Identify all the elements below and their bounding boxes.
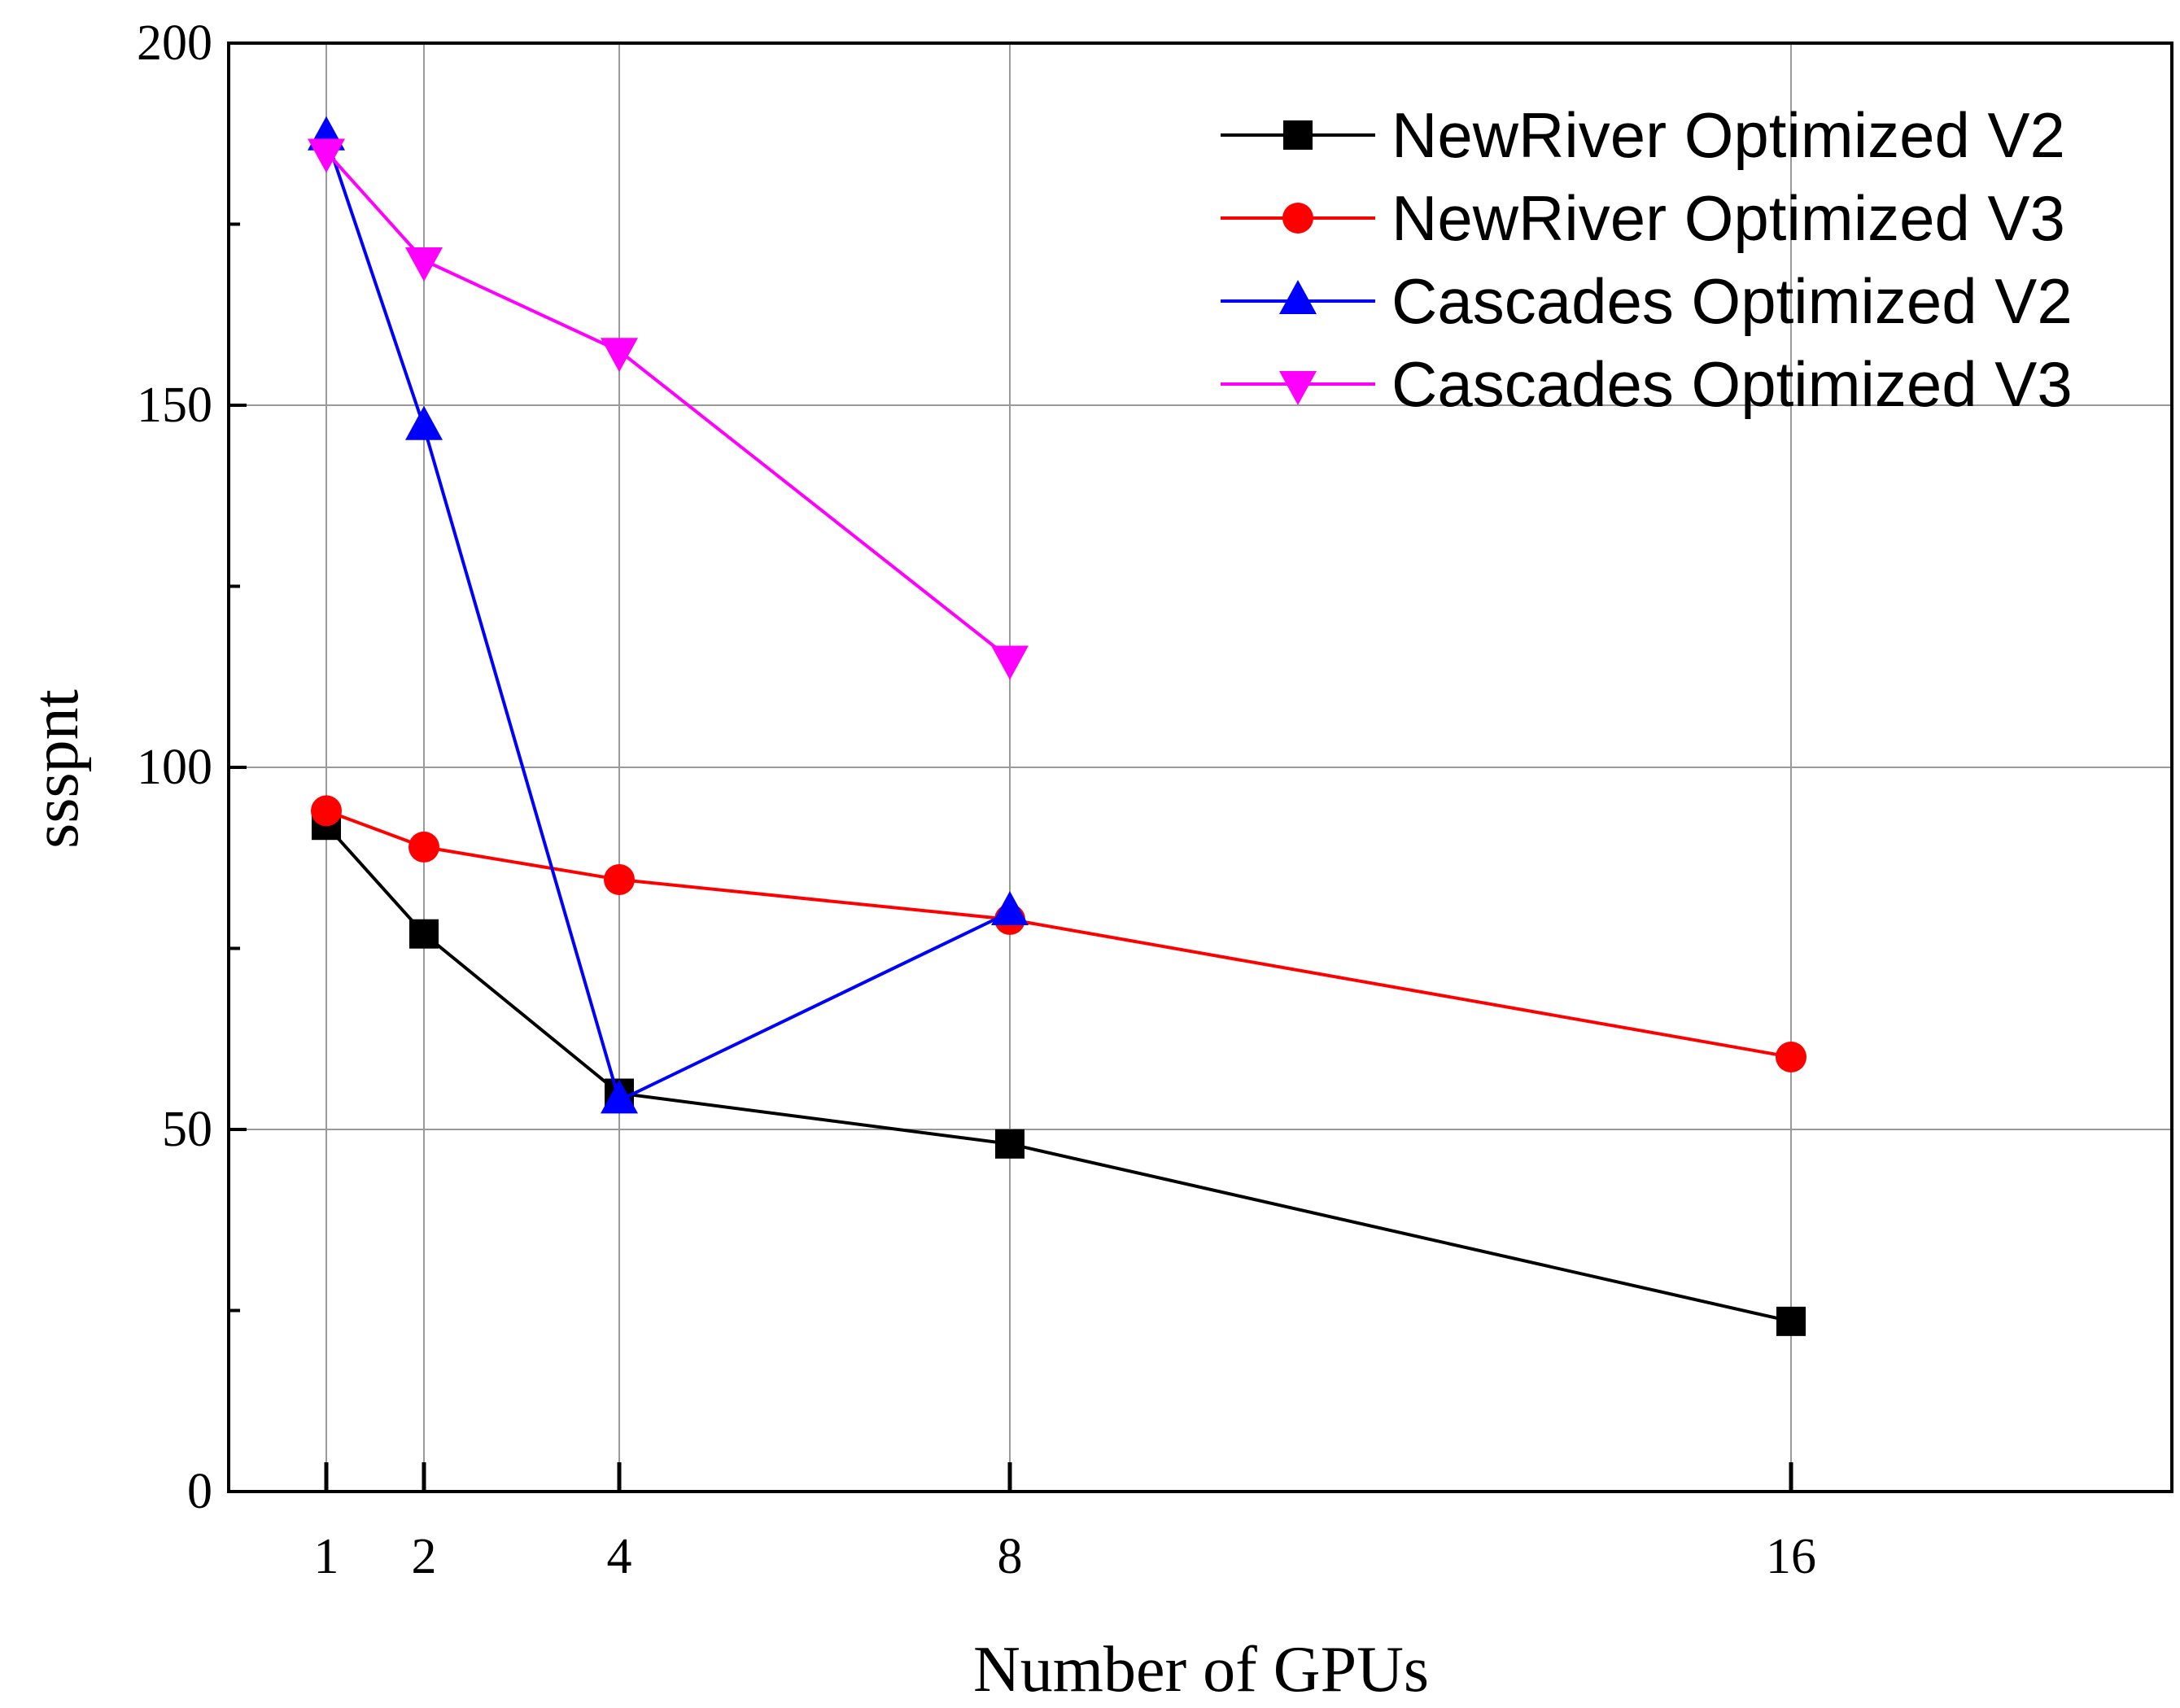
grid-lines [229,43,2172,1492]
series-line-3 [325,151,1011,661]
legend-label-3: Cascades Optimized V3 [1391,348,2073,420]
legend-item-3: Cascades Optimized V3 [1221,348,2073,420]
series-line-2 [325,137,1011,1103]
x-tick-label-4: 4 [607,1529,632,1584]
legend-marker-0 [1283,120,1313,150]
data-point-0-3 [995,1129,1024,1159]
data-point-3-3 [991,645,1029,680]
legend-item-0: NewRiver Optimized V2 [1221,99,2065,171]
data-point-2-3 [991,891,1029,925]
legend-marker-3 [1279,371,1317,405]
y-tick-label-50: 50 [162,1102,212,1157]
series-newriver-optimized-v3 [311,795,1806,1072]
y-tick-label-0: 0 [187,1464,212,1519]
series-cascades-optimized-v3 [308,138,1029,680]
legend-label-1: NewRiver Optimized V3 [1391,182,2065,254]
y-tick-label-100: 100 [137,740,212,795]
legend-label-0: NewRiver Optimized V2 [1391,99,2065,171]
data-point-1-1 [408,831,439,863]
x-tick-label-8: 8 [998,1529,1023,1584]
x-tick-label-1: 1 [314,1529,339,1584]
legend-marker-2 [1279,280,1317,314]
series-line-0 [325,823,1792,1323]
data-point-0-4 [1776,1306,1806,1336]
legend-item-1: NewRiver Optimized V3 [1221,182,2065,254]
data-series [308,116,1806,1336]
data-point-2-1 [405,405,443,440]
x-axis-ticks: 1 2 4 8 16 [314,1462,1816,1584]
x-tick-label-2: 2 [412,1529,437,1584]
data-point-1-2 [604,863,635,895]
data-point-3-1 [405,247,443,282]
data-point-3-0 [308,138,345,173]
y-axis-title: ssspnt [20,689,92,849]
legend-item-2: Cascades Optimized V2 [1221,265,2073,337]
x-axis-title: Number of GPUs [973,1634,1429,1706]
data-point-0-1 [409,919,439,949]
legend-label-2: Cascades Optimized V2 [1391,265,2073,337]
legend-marker-1 [1282,203,1313,234]
data-point-1-0 [311,795,342,827]
y-axis-ticks: 0 50 100 150 200 [137,15,247,1519]
legend: NewRiver Optimized V2 NewRiver Optimized … [1221,99,2073,420]
y-tick-label-150: 150 [137,378,212,433]
data-point-3-2 [601,338,638,373]
series-newriver-optimized-v2 [312,810,1806,1336]
data-point-2-2 [601,1079,638,1114]
y-tick-label-200: 200 [137,15,212,71]
data-point-1-4 [1776,1042,1806,1072]
x-tick-label-16: 16 [1766,1529,1816,1584]
